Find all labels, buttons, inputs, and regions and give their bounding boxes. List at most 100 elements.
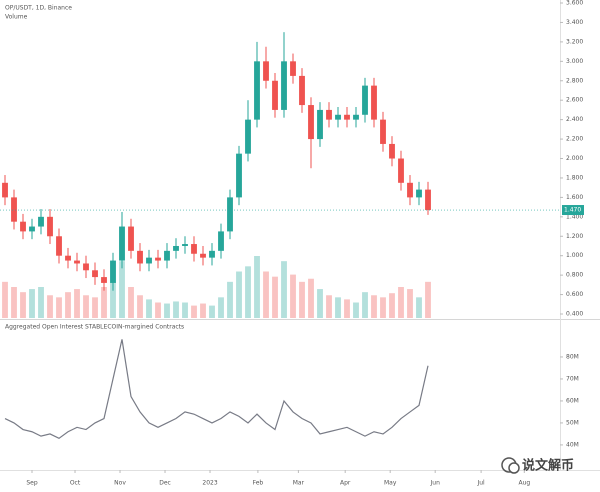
volume-bar <box>272 276 278 318</box>
candle-body <box>173 245 179 251</box>
candle-body <box>182 244 188 246</box>
y-tick-label: 2.600 <box>566 97 583 104</box>
watermark-icon <box>508 462 520 474</box>
y-tick-label: 2.400 <box>566 116 583 123</box>
chart-title: OP/USDT, 1D, Binance <box>5 5 72 12</box>
y-tick-label: 1.000 <box>566 252 583 259</box>
candle-body <box>155 257 161 261</box>
y-tick-label: 0.800 <box>566 272 583 279</box>
volume-bar <box>416 297 422 318</box>
candle-body <box>380 119 386 144</box>
candle-body <box>110 260 116 283</box>
candle-body <box>227 197 233 232</box>
x-tick-label: Nov <box>114 480 126 487</box>
candle-body <box>317 109 323 140</box>
volume-bar <box>182 302 188 318</box>
candle-body <box>344 114 350 120</box>
volume-bar <box>74 289 80 318</box>
watermark-text: 说文解币 <box>522 458 574 474</box>
volume-bar <box>200 303 206 318</box>
x-tick-label: Mar <box>293 480 305 487</box>
volume-bar <box>281 261 287 318</box>
candle-body <box>353 114 359 120</box>
x-tick-label: Aug <box>518 480 530 487</box>
volume-bar <box>155 302 161 318</box>
candle-body <box>254 61 260 120</box>
volume-bar <box>371 295 377 318</box>
candle-body <box>29 226 35 232</box>
volume-bar <box>407 289 413 318</box>
candle-body <box>407 182 413 198</box>
candle-body <box>371 85 377 120</box>
y-tick-label: 50M <box>566 419 579 426</box>
candle-body <box>245 119 251 154</box>
y-tick-label: 2.200 <box>566 136 583 143</box>
volume-bar <box>11 287 17 318</box>
x-tick-label: Feb <box>253 480 264 487</box>
x-tick-label: Jul <box>476 480 485 487</box>
volume-bar <box>110 281 116 318</box>
candle-body <box>137 250 143 264</box>
candle-body <box>272 80 278 110</box>
volume-bar <box>317 289 323 318</box>
candle-body <box>65 255 71 261</box>
volume-bar <box>65 292 71 318</box>
candle-body <box>83 263 89 271</box>
candle-body <box>236 153 242 198</box>
candle-body <box>164 250 170 261</box>
candle-body <box>20 221 26 232</box>
volume-bar <box>290 274 296 318</box>
volume-bar <box>245 266 251 318</box>
volume-bar <box>425 281 431 318</box>
y-tick-label: 1.800 <box>566 174 583 181</box>
volume-bar <box>398 287 404 318</box>
candle-body <box>326 109 332 120</box>
y-tick-label: 3.400 <box>566 19 583 26</box>
candle-body <box>299 75 305 106</box>
volume-bar <box>335 297 341 318</box>
y-tick-label: 3.000 <box>566 58 583 65</box>
volume-bar <box>2 281 8 318</box>
volume-bar <box>308 278 314 318</box>
candle-body <box>146 257 152 264</box>
watermark: 说文解币 <box>501 457 574 474</box>
volume-bar <box>227 281 233 318</box>
volume-title: Volume <box>5 14 28 21</box>
volume-bar <box>164 303 170 318</box>
candle-body <box>38 216 44 227</box>
candle-body <box>92 270 98 278</box>
x-tick-label: May <box>384 480 397 487</box>
volume-bar <box>344 299 350 318</box>
candle-body <box>11 197 17 222</box>
last-price-tag <box>562 205 584 216</box>
volume-bar <box>389 293 395 318</box>
y-tick-label: 40M <box>566 441 579 448</box>
volume-bar <box>362 292 368 318</box>
y-tick-label: 2.800 <box>566 77 583 84</box>
volume-bar <box>92 297 98 318</box>
volume-bar <box>137 295 143 318</box>
volume-bar <box>326 295 332 318</box>
y-tick-label: 1.400 <box>566 213 583 220</box>
candle-body <box>200 253 206 258</box>
volume-bar <box>263 271 269 318</box>
volume-bar <box>38 287 44 318</box>
oi-line <box>4 339 429 440</box>
volume-bar <box>236 271 242 318</box>
y-tick-label: 70M <box>566 375 579 382</box>
y-tick-label: 3.200 <box>566 38 583 45</box>
volume-bar <box>380 297 386 318</box>
candle-body <box>119 226 125 261</box>
volume-bar <box>83 295 89 318</box>
candle-body <box>362 85 368 115</box>
x-tick-label: Dec <box>159 480 171 487</box>
x-tick-label: 2023 <box>202 480 217 487</box>
volume-bar <box>191 305 197 318</box>
volume-bar <box>47 295 53 318</box>
candle-body <box>281 61 287 110</box>
volume-bar <box>101 287 107 318</box>
x-tick-label: Apr <box>340 480 351 487</box>
volume-bar <box>146 299 152 318</box>
candle-body <box>263 61 269 81</box>
